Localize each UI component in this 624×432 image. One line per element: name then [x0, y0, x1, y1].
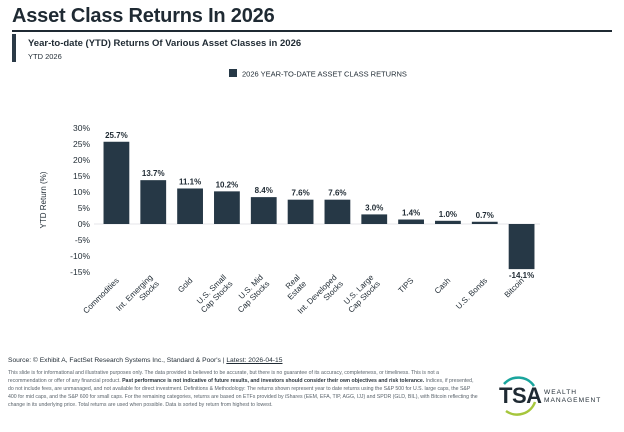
value-label: 0.7%: [476, 211, 494, 220]
x-tick-label: U.S. MidCap Stocks: [230, 273, 272, 315]
disclaimer: This slide is for informational and illu…: [8, 369, 478, 409]
bar-8: [398, 219, 424, 224]
bar-9: [435, 220, 461, 224]
x-tick-label: U.S. LargeCap Stocks: [340, 272, 382, 314]
y-tick-label: -10%: [70, 251, 90, 261]
value-label: 10.2%: [216, 180, 239, 189]
x-tick-label: Gold: [176, 276, 194, 294]
logo-ring-icon: [503, 376, 537, 416]
y-tick-label: 15%: [73, 171, 90, 181]
bar-5: [287, 199, 314, 224]
bar-4: [250, 197, 277, 224]
disclaimer-text-2: Indices, if presented, do not include fe…: [8, 378, 478, 409]
y-tick-label: -5%: [75, 235, 91, 245]
logo-wordmark: WEALTH MANAGEMENT: [544, 389, 601, 405]
logo-line-1: WEALTH: [544, 389, 577, 396]
x-tick-label-line: Gold: [176, 276, 194, 294]
bars-group: [103, 141, 535, 270]
x-tick-label: Commodities: [81, 276, 120, 315]
subtitle-accent-bar: [12, 34, 16, 62]
bar-3: [214, 191, 240, 224]
y-tick-label: 20%: [73, 155, 90, 165]
x-tick-label: Int. DevelopedStocks: [296, 273, 345, 322]
y-tick-label: 5%: [78, 203, 91, 213]
bar-0: [103, 141, 130, 224]
chart-subtitle: Year-to-date (YTD) Returns Of Various As…: [28, 38, 302, 49]
title-divider: [12, 30, 612, 32]
logo-mark: TSA: [499, 383, 542, 408]
tsa-logo: TSA WEALTH MANAGEMENT: [496, 374, 616, 424]
y-tick-label: 0%: [78, 219, 91, 229]
y-axis-label: YTD Return (%): [39, 171, 48, 228]
x-tick-label: Cash: [433, 276, 453, 296]
y-tick-label: 10%: [73, 187, 90, 197]
period-label: YTD 2026: [28, 52, 62, 61]
x-tick-label-line: Cash: [433, 276, 453, 296]
disclaimer-text-1: This slide is for informational and illu…: [8, 370, 439, 385]
value-label: 1.0%: [439, 210, 457, 219]
legend-swatch: [229, 69, 237, 77]
y-tick-label: -15%: [70, 267, 90, 277]
page-title: Asset Class Returns In 2026: [12, 5, 275, 27]
value-label: 25.7%: [105, 131, 128, 140]
latest-date: Latest: 2026-04-15: [226, 357, 283, 364]
value-label: 13.7%: [142, 169, 165, 178]
source-line: Source: © Exhibit A, FactSet Research Sy…: [8, 357, 282, 364]
value-label: 8.4%: [255, 186, 273, 195]
value-label: 3.0%: [365, 203, 383, 212]
x-tick-label: U.S. SmallCap Stocks: [193, 273, 235, 315]
value-label: -14.1%: [509, 271, 534, 280]
bar-10: [471, 221, 498, 224]
value-label: 11.1%: [179, 177, 201, 186]
y-axis-ticks: 30% 25% 20% 15% 10% 5% 0% -5% -10% -15%: [70, 123, 90, 277]
value-label: 7.6%: [291, 189, 309, 198]
bar-11: [508, 224, 535, 270]
bar-7: [361, 214, 388, 224]
bar-6: [324, 199, 351, 224]
y-tick-label: 30%: [73, 123, 90, 133]
chart-legend: 2026 YEAR-TO-DATE ASSET CLASS RETURNS: [229, 69, 407, 79]
x-tick-label: Int. EmergingStocks: [114, 273, 160, 319]
returns-bar-chart: 2026 YEAR-TO-DATE ASSET CLASS RETURNS YT…: [39, 69, 540, 322]
source-prefix: Source: © Exhibit A, FactSet Research Sy…: [8, 357, 227, 364]
logo-line-2: MANAGEMENT: [544, 397, 602, 404]
x-tick-label-line: U.S. Bonds: [454, 276, 489, 311]
x-tick-label: RealEstate: [279, 272, 308, 301]
disclaimer-bold: Past performance is not indicative of fu…: [122, 378, 425, 385]
legend-label: 2026 YEAR-TO-DATE ASSET CLASS RETURNS: [242, 70, 407, 79]
bar-1: [140, 180, 167, 224]
x-tick-label-line: TIPS: [397, 276, 416, 295]
y-tick-label: 25%: [73, 139, 90, 149]
x-tick-label: TIPS: [397, 276, 416, 295]
value-label: 1.4%: [402, 209, 420, 218]
value-label: 7.6%: [328, 189, 346, 198]
value-labels-group: 25.7% 13.7% 11.1% 10.2% 8.4% 7.6% 7.6% 3.0% 1.4%…: [105, 131, 534, 280]
x-tick-label-line: Commodities: [81, 276, 120, 315]
bar-2: [177, 188, 203, 224]
x-tick-label: U.S. Bonds: [454, 276, 489, 311]
